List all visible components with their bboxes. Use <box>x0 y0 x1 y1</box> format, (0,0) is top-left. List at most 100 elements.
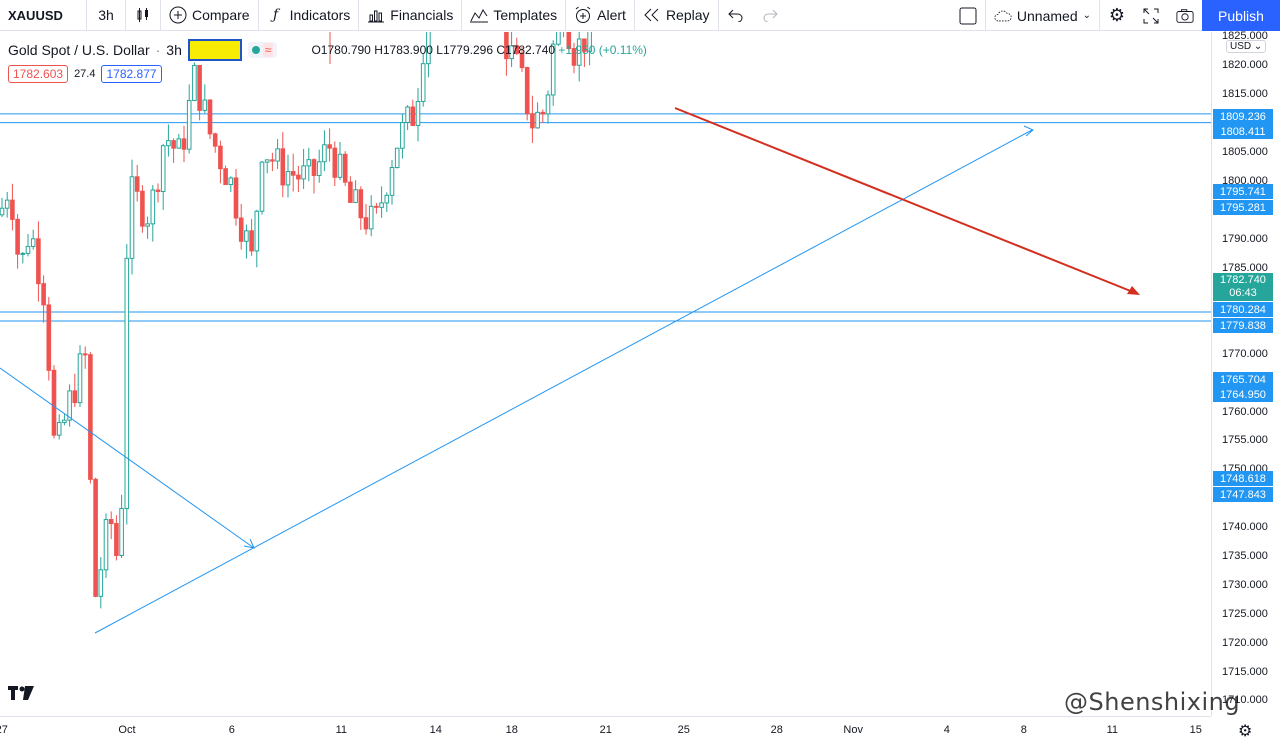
candle-body <box>249 230 254 252</box>
candle-body <box>405 106 410 124</box>
toolbar-right-group: Unnamed ⌄ ⚙ <box>951 0 1202 31</box>
candle-body <box>134 176 140 192</box>
price-tick: 1790.000 <box>1222 233 1268 245</box>
compare-label: Compare <box>192 7 250 23</box>
time-tick: 14 <box>429 724 442 736</box>
open-value: O1780.790 <box>311 43 371 57</box>
current-price-value: 1782.740 <box>1220 274 1266 286</box>
candle-body <box>62 419 67 423</box>
candle-body <box>410 106 416 126</box>
candle-body <box>20 252 26 255</box>
candle-body <box>576 38 582 66</box>
undo-icon <box>727 6 745 24</box>
candle-body <box>322 144 327 163</box>
candle-body <box>36 238 41 285</box>
redo-button[interactable] <box>753 0 787 31</box>
candle-body <box>566 32 572 50</box>
price-axis[interactable]: 1825.000 1820.000 1815.000 1805.000 1800.000… <box>1211 30 1280 716</box>
candle-body <box>233 177 239 219</box>
indicators-button[interactable]: ƒ Indicators <box>259 0 359 31</box>
price-tick: 1820.000 <box>1222 59 1268 71</box>
divider <box>358 0 360 31</box>
candle-body <box>88 354 93 480</box>
trendline-arrowhead <box>243 538 255 549</box>
time-tick: 21 <box>599 724 612 736</box>
chevron-down-icon: ⌄ <box>1082 10 1091 21</box>
buy-button[interactable]: 1782.877 <box>101 65 162 83</box>
candle-body <box>51 369 57 436</box>
candle-body <box>363 217 369 230</box>
candle-body <box>582 38 587 52</box>
sell-button[interactable]: 1782.603 <box>8 65 69 83</box>
price-chart[interactable] <box>0 32 1211 716</box>
alert-button[interactable]: Alert <box>566 0 634 31</box>
fullscreen-button[interactable] <box>1134 0 1168 31</box>
candle-body <box>535 111 540 129</box>
publish-button[interactable]: Publish <box>1202 0 1280 31</box>
time-tick: Oct <box>118 724 136 736</box>
axis-settings-icon[interactable]: ⚙ <box>1238 723 1253 740</box>
currency-select[interactable]: USD ⌄ <box>1226 40 1267 53</box>
chart-type-button[interactable] <box>126 0 160 31</box>
level-price-label: 1765.704 <box>1213 372 1273 387</box>
candle-body <box>192 64 197 101</box>
price-tick: 1720.000 <box>1222 637 1268 649</box>
highlight-box <box>187 39 242 61</box>
indicator-status[interactable]: ≈ <box>247 42 278 58</box>
watermark-text: @Shenshixing <box>1064 688 1241 716</box>
candle-body <box>296 174 301 180</box>
snapshot-button[interactable] <box>1168 0 1202 31</box>
bar-countdown: 06:43 <box>1229 287 1257 299</box>
time-axis[interactable]: 27 Oct 6 11 14 18 21 25 28 Nov 4 8 11 15 <box>0 716 1211 745</box>
candle-body <box>550 43 556 96</box>
divider <box>565 0 567 31</box>
candle-body <box>353 189 358 203</box>
interval-button[interactable]: 3h <box>98 7 114 23</box>
candle-body <box>519 52 525 69</box>
candle-body <box>379 202 384 208</box>
templates-button[interactable]: Templates <box>462 0 565 31</box>
candle-body <box>420 63 426 102</box>
candle-body <box>270 159 275 162</box>
candle-body <box>145 223 150 227</box>
candle-body <box>426 32 431 65</box>
candle-body <box>587 32 592 52</box>
candle-body <box>254 210 260 252</box>
layout-menu-button[interactable]: Unnamed ⌄ <box>986 0 1099 31</box>
level-price-label: 1748.618 <box>1213 471 1273 486</box>
replay-button[interactable]: Replay <box>635 0 718 31</box>
candle-body <box>93 478 98 597</box>
alert-label: Alert <box>597 7 626 23</box>
market-open-icon <box>251 46 260 54</box>
compare-button[interactable]: Compare <box>161 0 258 31</box>
candle-body <box>30 238 36 247</box>
candle-body <box>316 161 322 176</box>
fullscreen-select-button[interactable] <box>951 0 985 31</box>
level-price-label: 1747.843 <box>1213 487 1273 502</box>
candle-body <box>301 165 306 180</box>
candle-body <box>275 148 280 162</box>
time-tick: 28 <box>770 724 783 736</box>
candle-body <box>77 353 83 404</box>
bar-chart-icon <box>367 6 385 24</box>
candle-body <box>311 159 317 176</box>
price-tick: 1715.000 <box>1222 666 1268 678</box>
time-tick: 25 <box>677 724 690 736</box>
candlestick-icon <box>134 6 152 24</box>
candle-body <box>358 189 364 219</box>
candle-body <box>150 189 156 225</box>
camera-icon <box>1176 7 1194 25</box>
candle-body <box>290 171 296 176</box>
price-tick: 1725.000 <box>1222 608 1268 620</box>
candle-body <box>4 199 10 209</box>
settings-button[interactable]: ⚙ <box>1100 0 1134 31</box>
undo-button[interactable] <box>719 0 753 31</box>
symbol-search-button[interactable]: XAUUSD <box>8 7 63 23</box>
price-tick: 1770.000 <box>1222 348 1268 360</box>
candle-body <box>10 199 15 220</box>
price-tick: 1755.000 <box>1222 434 1268 446</box>
candle-body <box>218 145 223 170</box>
candle-body <box>114 523 119 557</box>
price-tick: 1760.000 <box>1222 406 1268 418</box>
financials-button[interactable]: Financials <box>359 0 461 31</box>
